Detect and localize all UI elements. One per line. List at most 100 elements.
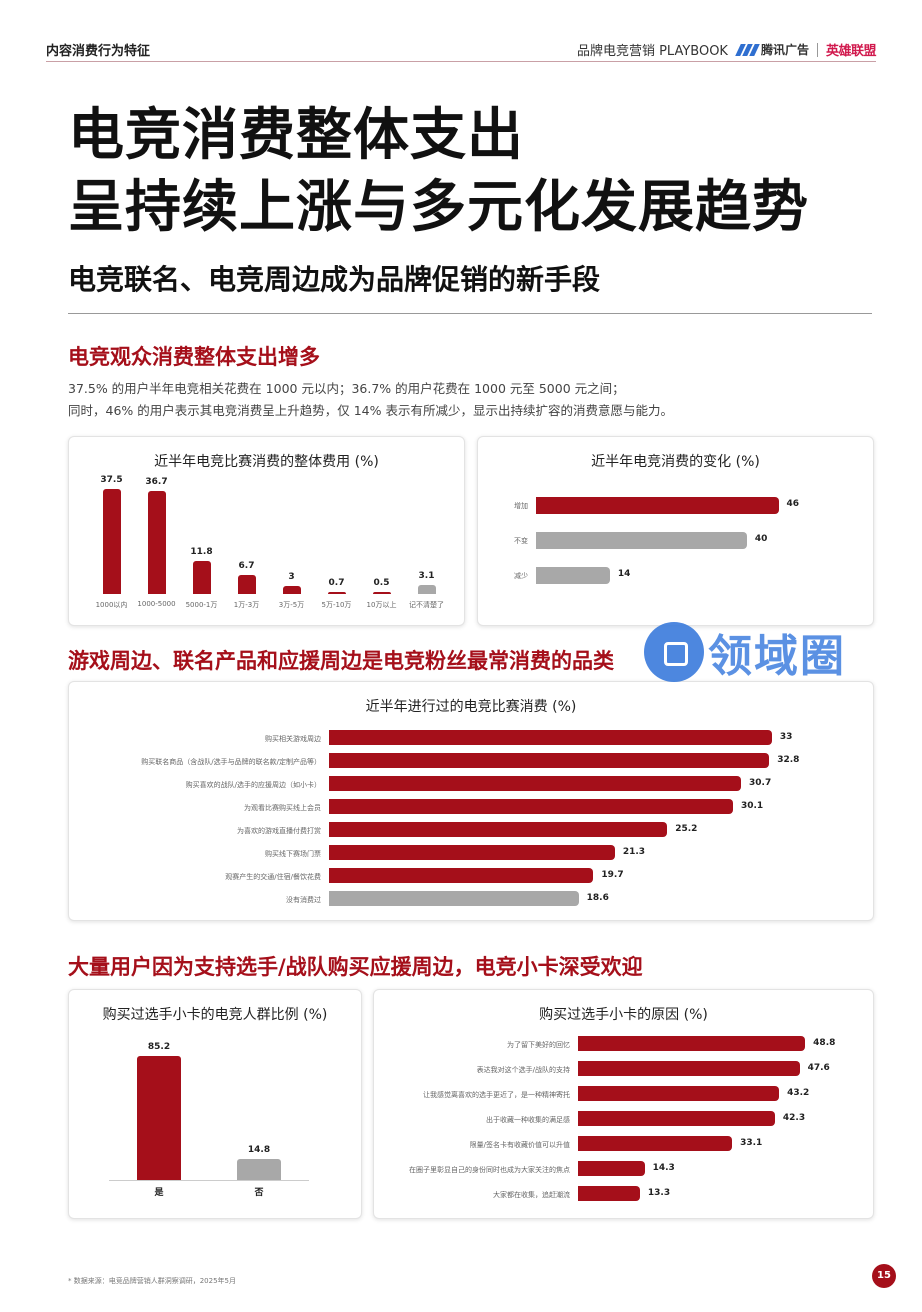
bar: [536, 567, 610, 584]
bar-category-label: 出于收藏一种收集的满足感: [486, 1116, 570, 1124]
bar-value-label: 3: [288, 571, 295, 582]
bar: [578, 1061, 800, 1076]
bar-category-label: 5000-1万: [185, 601, 218, 609]
bar-category-label: 为喜欢的游戏直播付费打赏: [237, 827, 321, 835]
bar-category-label: 购买线下赛场门票: [265, 850, 321, 858]
bar-value-label: 40: [754, 534, 768, 544]
bar-value-label: 33: [779, 732, 793, 742]
bar-category-label: 为观看比赛购买线上会员: [244, 804, 321, 812]
bar-value-label: 0.5: [373, 578, 390, 588]
card-ratio-chart-title: 购买过选手小卡的电竞人群比例 (%): [102, 1007, 328, 1023]
bar-value-label: 3.1: [418, 571, 435, 582]
bar-value-label: 14.8: [247, 1144, 271, 1155]
bar-category-label: 增加: [514, 502, 528, 510]
bar-value-label: 30.1: [740, 801, 764, 811]
bar: [417, 585, 436, 594]
watermark: 领域圈: [644, 620, 846, 684]
categories-plot: 购买相关游戏周边 33 购买联名商品（含战队/选手与品牌的联名款/定制产品等） 32.…: [69, 730, 875, 910]
headline-subtitle: 电竞联名、电竞周边成为品牌促销的新手段: [68, 263, 601, 296]
card-reason-plot: 为了留下美好的回忆 48.8 表达我对这个选手/战队的支持 47.6 让我感觉离喜欢的选…: [374, 1036, 875, 1211]
bar-category-label: 限量/签名卡有收藏价值可以升值: [469, 1141, 570, 1149]
bar: [192, 560, 211, 594]
bar-category-label: 减少: [514, 572, 528, 580]
bar-category-label: 10万以上: [366, 601, 397, 609]
footnote: * 数据来源：电竞品牌营销人群洞察调研，2025年5月: [68, 1277, 236, 1285]
bar: [372, 592, 391, 594]
bar-category-label: 是: [154, 1188, 164, 1198]
bar-value-label: 48.8: [813, 1038, 836, 1048]
bar-value-label: 11.8: [190, 546, 213, 557]
tencent-ads-text: 腾讯广告: [760, 43, 809, 57]
bar-value-label: 30.7: [749, 778, 772, 788]
bar: [137, 1056, 181, 1180]
bar: [329, 753, 770, 768]
bar: [536, 497, 779, 514]
change-chart-card: 近半年电竞消费的变化 (%) 增加 46 不变 40 减少 14: [477, 436, 874, 626]
bar-value-label: 25.2: [675, 824, 698, 834]
categories-chart-title: 近半年进行过的电竞比赛消费 (%): [365, 699, 577, 715]
bar-value-label: 14.3: [652, 1163, 675, 1173]
bar-category-label: 大家都在收集，追赶潮流: [493, 1191, 570, 1199]
section1-desc-line1: 37.5% 的用户半年电竞相关花费在 1000 元以内；36.7% 的用户花费在…: [68, 381, 625, 396]
headline-line2: 呈持续上涨与多元化发展趋势: [68, 175, 809, 240]
watermark-text: 领域圈: [708, 631, 846, 682]
spend-chart-title: 近半年电竞比赛消费的整体费用 (%): [154, 454, 379, 470]
bar-value-label: 6.7: [238, 561, 255, 572]
bar-value-label: 47.6: [807, 1063, 830, 1073]
bar-value-label: 43.2: [787, 1088, 810, 1098]
bar: [237, 575, 256, 594]
bar: [329, 868, 594, 883]
headline-line1: 电竞消费整体支出: [68, 103, 524, 168]
bar-value-label: 0.7: [328, 578, 345, 588]
page-number: 15: [872, 1264, 896, 1288]
bar-value-label: 19.7: [601, 870, 624, 880]
change-plot: 增加 46 不变 40 减少 14: [478, 497, 875, 607]
bar-value-label: 85.2: [147, 1042, 171, 1053]
headline-divider: [68, 313, 872, 314]
logo-divider: [816, 42, 818, 57]
bar: [578, 1036, 806, 1051]
tencent-ads-mark-icon: [735, 43, 760, 56]
bar-value-label: 46: [786, 499, 800, 509]
bar-category-label: 购买喜欢的战队/选手的应援周边（如小卡）: [185, 781, 321, 789]
bar-area: 37.5 1000以内 36.7 1000-5000 11.8 5000-1万 6.7 1万-…: [89, 475, 449, 609]
section1-title: 电竞观众消费整体支出增多: [68, 345, 320, 369]
bar-category-label: 1万-3万: [233, 601, 260, 609]
card-ratio-chart-card: 购买过选手小卡的电竞人群比例 (%) 85.2 是 14.8 否: [68, 989, 362, 1219]
bar-value-label: 13.3: [647, 1188, 671, 1198]
bar-category-label: 不变: [514, 537, 528, 545]
bar: [578, 1136, 733, 1151]
spend-plot: 37.5 1000以内 36.7 1000-5000 11.8 5000-1万 6.7 1万-…: [89, 475, 449, 609]
bar: [578, 1111, 775, 1126]
bar-value-label: 37.5: [100, 475, 123, 485]
section3-title: 大量用户因为支持选手/战队购买应援周边，电竞小卡深受欢迎: [68, 955, 643, 979]
card-reason-chart-title: 购买过选手小卡的原因 (%): [539, 1007, 708, 1023]
bar-category-label: 在圈子里彰显自己的身份同时也成为大家关注的焦点: [409, 1166, 570, 1174]
bar: [329, 822, 668, 837]
categories-chart-card: 近半年进行过的电竞比赛消费 (%) 购买相关游戏周边 33 购买联名商品（含战队/选…: [68, 681, 874, 921]
bar-value-label: 42.3: [782, 1113, 806, 1123]
bar-value-label: 36.7: [145, 477, 168, 488]
bar-value-label: 14: [617, 569, 631, 579]
header-right: 品牌电竞营销 PLAYBOOK 腾讯广告 英雄联盟: [577, 40, 877, 59]
section1-desc-line2: 同时，46% 的用户表示其电竞消费呈上升趋势，仅 14% 表示有所减少，显示出持…: [68, 403, 673, 418]
bar: [329, 776, 742, 791]
bar-category-label: 否: [254, 1188, 264, 1198]
bar-value-label: 32.8: [777, 755, 800, 765]
bar: [147, 491, 166, 594]
bar-category-label: 为了留下美好的回忆: [507, 1041, 570, 1049]
bar: [329, 891, 579, 906]
tencent-ads-logo: 腾讯广告: [735, 41, 809, 58]
section-label: 内容消费行为特征: [46, 44, 151, 59]
bar-category-label: 购买联名商品（含战队/选手与品牌的联名款/定制产品等）: [141, 758, 321, 766]
card-reason-chart-card: 购买过选手小卡的原因 (%) 为了留下美好的回忆 48.8 表达我对这个选手/战队的…: [373, 989, 874, 1219]
bar-value-label: 33.1: [740, 1138, 763, 1148]
bar: [102, 489, 121, 594]
change-chart-title: 近半年电竞消费的变化 (%): [591, 454, 760, 470]
bar: [578, 1186, 640, 1201]
spend-chart-card: 近半年电竞比赛消费的整体费用 (%) 37.5 1000以内 36.7 1000-50…: [68, 436, 465, 626]
section2-title: 游戏周边、联名产品和应援周边是电竞粉丝最常消费的品类: [68, 649, 614, 673]
bar: [327, 592, 346, 594]
bar: [536, 532, 747, 549]
bar: [282, 585, 301, 594]
